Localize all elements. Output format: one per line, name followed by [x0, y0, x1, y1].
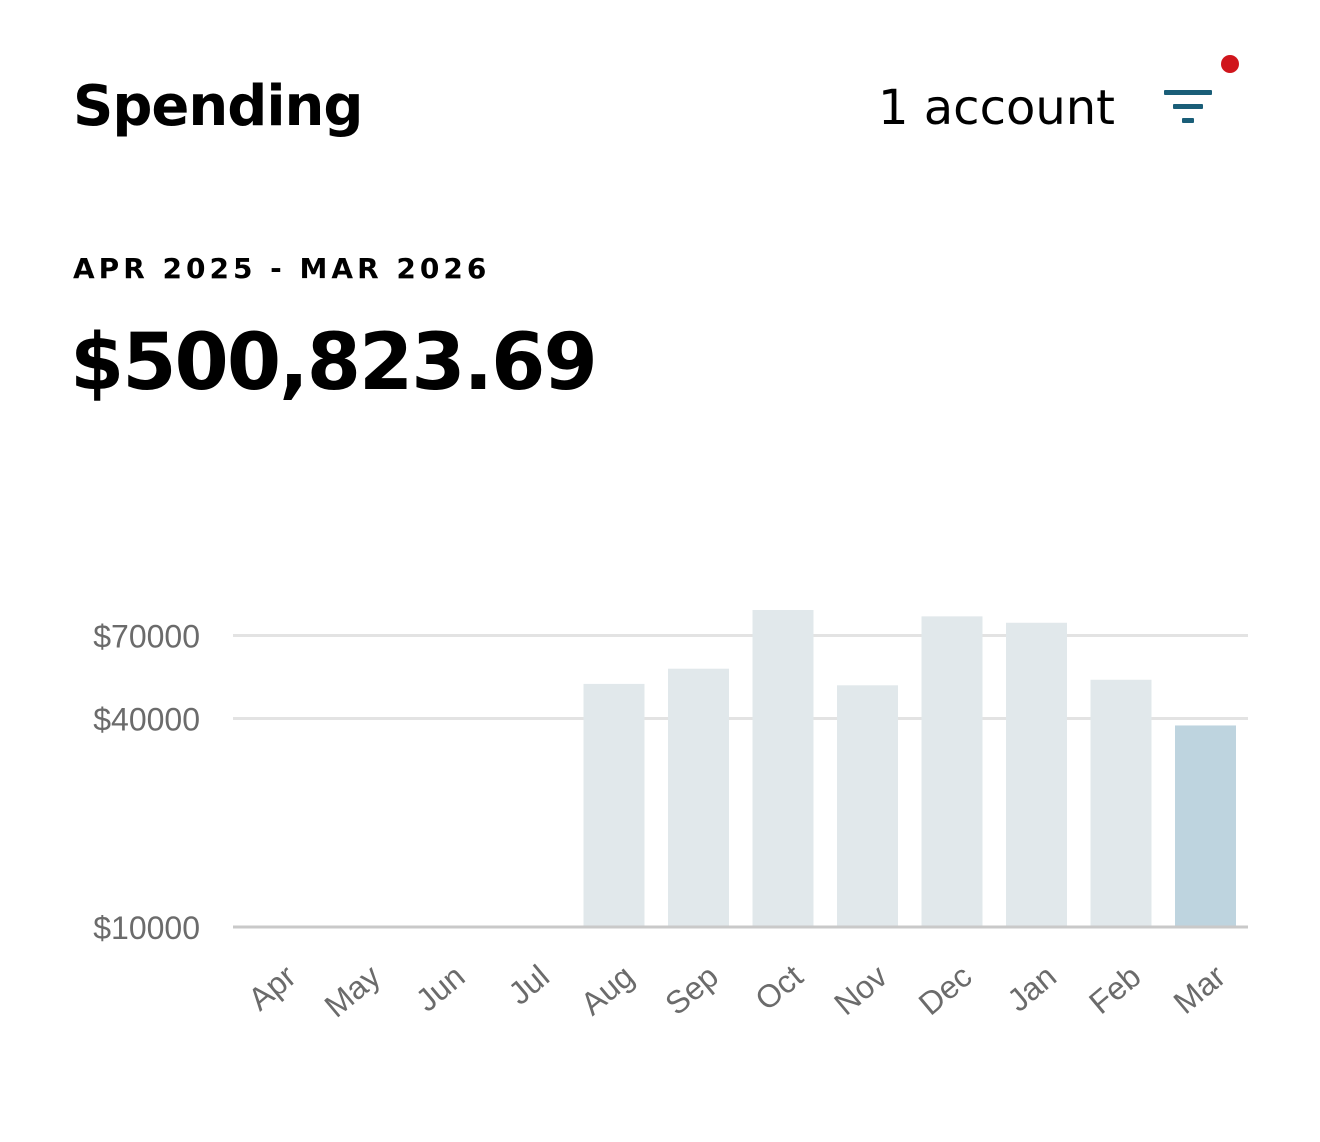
- x-tick-label: Jan: [1000, 958, 1063, 1019]
- x-tick-label: Nov: [827, 958, 894, 1022]
- bar-mar[interactable]: [1175, 725, 1236, 927]
- x-tick-label: Jun: [409, 958, 472, 1019]
- bar-oct[interactable]: [752, 610, 814, 927]
- bar-aug[interactable]: [583, 683, 645, 927]
- y-tick-label: $10000: [93, 910, 200, 946]
- x-tick-label: Oct: [748, 958, 809, 1018]
- date-range: APR 2025 - MAR 2026: [73, 252, 491, 285]
- account-count-label[interactable]: 1 account: [877, 80, 1115, 136]
- x-tick-label: Sep: [658, 958, 725, 1022]
- bar-dec[interactable]: [921, 616, 983, 927]
- y-tick-label: $40000: [93, 702, 200, 738]
- x-tick-label: Feb: [1082, 958, 1147, 1021]
- filter-button[interactable]: [1158, 80, 1220, 132]
- x-tick-label: Jul: [502, 958, 556, 1012]
- x-tick-label: Dec: [912, 958, 979, 1022]
- total-spending: $500,823.69: [70, 318, 598, 408]
- page-title: Spending: [73, 74, 363, 139]
- x-tick-label: May: [318, 958, 387, 1024]
- bar-feb[interactable]: [1090, 679, 1152, 927]
- x-tick-label: Mar: [1167, 958, 1233, 1021]
- x-tick-label: Apr: [241, 958, 303, 1018]
- y-tick-label: $70000: [93, 619, 200, 655]
- filter-icon: [1164, 90, 1212, 123]
- spending-chart: $10000 $40000 $70000 Apr May Jun Jul Aug Sep Oct N…: [93, 610, 1248, 1024]
- bar-nov[interactable]: [837, 685, 898, 927]
- x-tick-label: Aug: [574, 958, 641, 1022]
- bar-jan[interactable]: [1006, 622, 1067, 927]
- notification-dot: [1221, 55, 1239, 73]
- bar-sep[interactable]: [668, 668, 729, 927]
